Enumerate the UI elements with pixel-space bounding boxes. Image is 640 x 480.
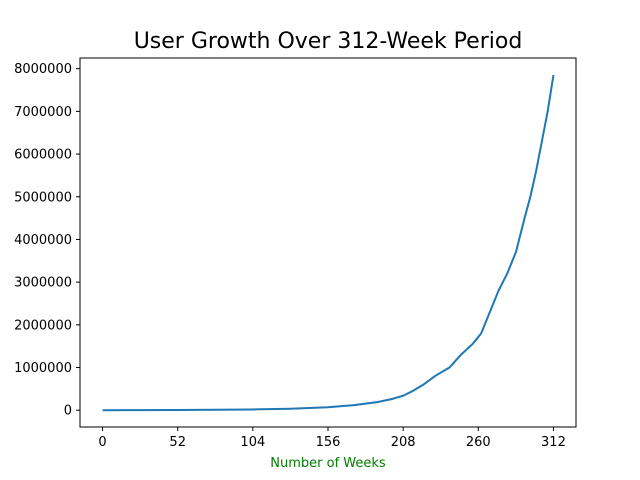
x-tick-label: 312 [541,435,566,450]
x-axis-label: Number of Weeks [270,456,386,471]
series-line [102,74,555,412]
y-tick-label: 4000000 [14,233,72,248]
plot-area-frame [79,57,577,428]
x-tick-label: 208 [391,435,416,450]
y-tick-label: 6000000 [14,148,72,163]
x-tick-label: 156 [316,435,341,450]
y-axis: 0 1000000 2000000 3000000 4000000 5000000 6000… [14,62,80,419]
y-tick-label: 7000000 [14,105,72,120]
chart-title: User Growth Over 312-Week Period [134,29,523,54]
y-tick-label: 1000000 [14,361,72,376]
y-tick-label: 3000000 [14,276,72,291]
x-tick-label: 52 [169,435,186,450]
x-tick-label: 104 [240,435,265,450]
x-tick-label: 0 [98,435,106,450]
y-tick-label: 2000000 [14,318,72,333]
y-tick-label: 5000000 [14,190,72,205]
x-tick-label: 260 [466,435,491,450]
y-tick-label: 0 [64,404,72,419]
y-tick-label: 8000000 [14,62,72,77]
x-axis: 0 52 104 156 208 260 312 [98,427,566,450]
